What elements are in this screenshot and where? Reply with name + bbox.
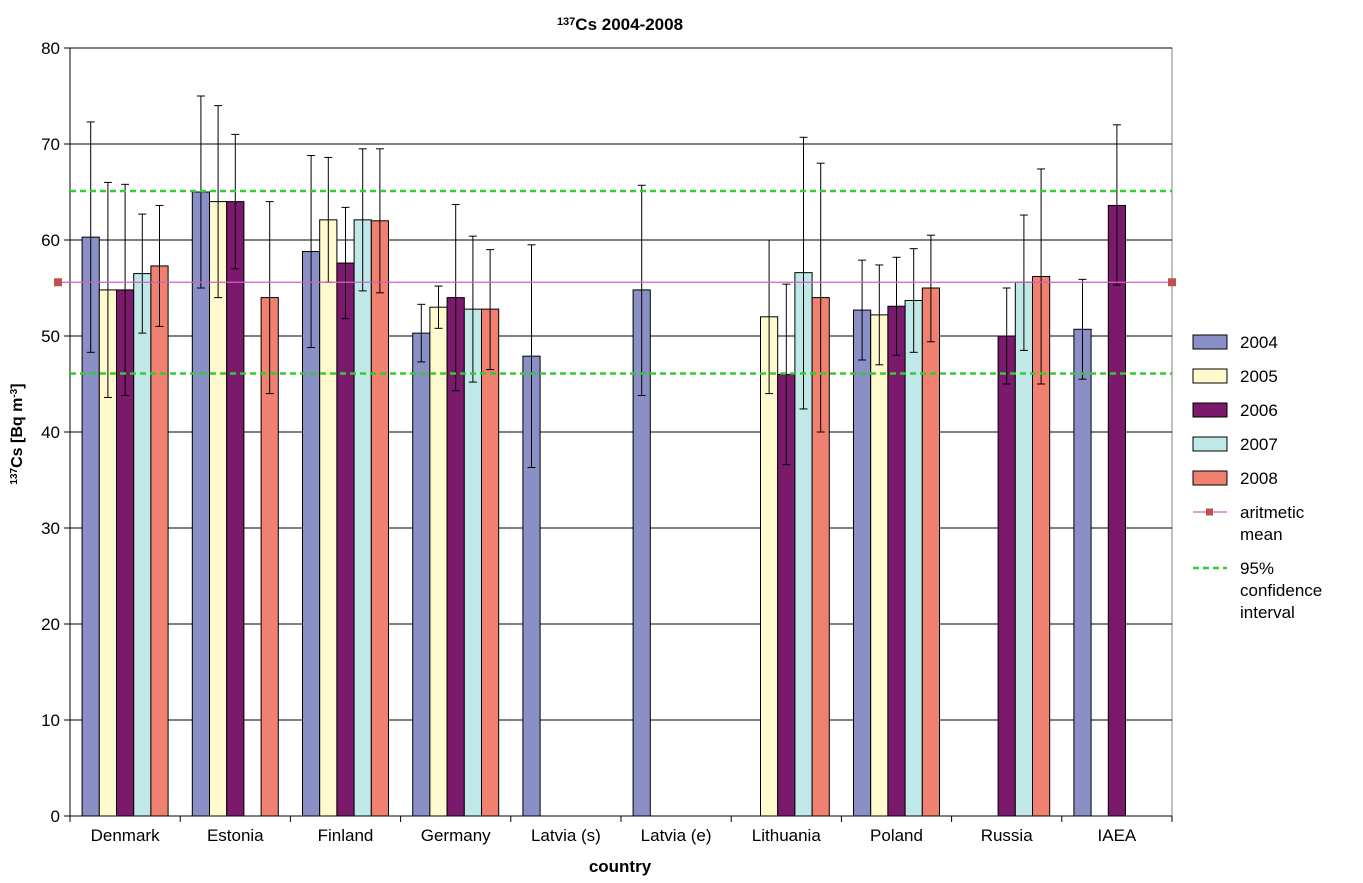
legend-swatch	[1192, 470, 1228, 486]
y-tick-label: 20	[41, 615, 60, 634]
x-axis-label: country	[589, 857, 652, 876]
y-tick-label: 80	[41, 39, 60, 58]
legend: 2004 2005 2006 2007 2008 aritmetic mean 95% conf…	[1192, 333, 1322, 622]
y-axis-label: 137Cs [Bq m-3]	[9, 383, 26, 484]
bar	[463, 308, 482, 817]
x-tick-label: Finland	[318, 826, 374, 845]
legend-label: interval	[1240, 603, 1295, 622]
bar	[1107, 204, 1127, 817]
legend-label: 2005	[1240, 367, 1278, 386]
mean-marker	[54, 278, 62, 287]
bar	[870, 314, 889, 817]
bar	[481, 308, 500, 817]
legend-swatch	[1192, 402, 1228, 418]
y-tick-label: 0	[51, 807, 60, 826]
y-axis-label-superscript: 137	[9, 467, 20, 484]
y-tick-label: 70	[41, 135, 60, 154]
legend-swatch	[1192, 334, 1228, 350]
y-axis-label-end: ]	[9, 383, 26, 388]
bar	[1014, 281, 1033, 817]
x-tick-label: Germany	[421, 826, 491, 845]
mean-marker	[1168, 278, 1176, 287]
x-tick-label: Poland	[870, 826, 923, 845]
legend-label: mean	[1240, 525, 1283, 544]
legend-label: 2004	[1240, 333, 1278, 352]
bar	[853, 309, 872, 817]
bar	[921, 287, 940, 817]
chart-title: 137Cs 2004-2008	[557, 15, 683, 34]
x-tick-label: IAEA	[1098, 826, 1137, 845]
x-tick-label: Estonia	[207, 826, 264, 845]
bar	[370, 220, 389, 817]
x-tick-label: Russia	[981, 826, 1034, 845]
bar	[412, 332, 431, 817]
legend-label: aritmetic	[1240, 503, 1305, 522]
x-tick-label: Denmark	[91, 826, 160, 845]
legend-swatch	[1192, 368, 1228, 384]
y-tick-label: 60	[41, 231, 60, 250]
bar	[133, 273, 152, 817]
bar	[904, 299, 923, 817]
bar	[336, 262, 355, 817]
y-tick-label: 10	[41, 711, 60, 730]
legend-swatch	[1192, 436, 1228, 452]
legend-label: 2008	[1240, 469, 1278, 488]
legend-label: 2007	[1240, 435, 1278, 454]
y-axis-label-unit-superscript: -3	[9, 388, 20, 397]
bar	[997, 335, 1016, 817]
x-tick-label: Latvia (s)	[531, 826, 601, 845]
bar	[319, 219, 338, 817]
y-tick-label: 40	[41, 423, 60, 442]
legend-label: confidence	[1240, 581, 1322, 600]
bar	[226, 201, 245, 817]
chart-title-superscript: 137	[557, 16, 575, 28]
x-tick-label: Latvia (e)	[641, 826, 712, 845]
bar	[1073, 328, 1092, 817]
legend-label: 95%	[1240, 559, 1274, 578]
y-tick-label: 30	[41, 519, 60, 538]
bar	[429, 306, 448, 817]
legend-label: 2006	[1240, 401, 1278, 420]
bar	[887, 305, 906, 817]
bar	[353, 219, 372, 817]
chart-title-main: Cs 2004-2008	[575, 15, 683, 34]
plot-area: 0 10 20 30 40 50 60 70 80 Denmark Estonia Finland Ge…	[41, 39, 1176, 845]
y-axis-label-main: Cs [Bq m	[9, 398, 26, 468]
bar	[150, 265, 169, 817]
x-tick-label: Lithuania	[752, 826, 822, 845]
y-tick-label: 50	[41, 327, 60, 346]
legend-mean-marker	[1206, 508, 1213, 516]
